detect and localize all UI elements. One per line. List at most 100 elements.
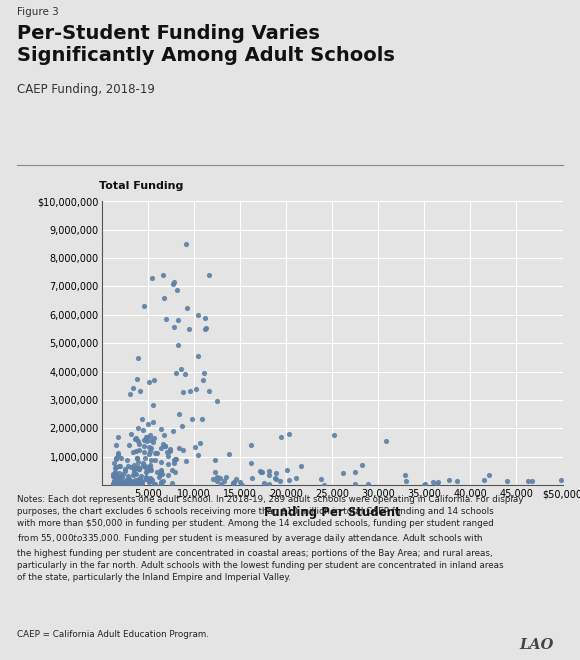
Point (139, 434, 148, 445)
Point (284, 429, 293, 440)
Point (171, 454, 180, 465)
Point (139, 458, 148, 469)
Point (137, 478, 147, 488)
Point (111, 469, 121, 479)
Point (185, 385, 194, 396)
Point (132, 452, 142, 463)
Point (114, 474, 123, 484)
Point (142, 436, 151, 447)
Point (133, 477, 142, 487)
Point (246, 440, 256, 450)
Point (163, 459, 172, 469)
Point (134, 464, 143, 475)
Point (200, 368, 209, 379)
Point (364, 478, 373, 489)
Point (182, 456, 191, 467)
Point (111, 472, 121, 482)
Point (167, 477, 176, 488)
Point (133, 457, 143, 467)
Point (444, 475, 454, 485)
Point (480, 475, 489, 485)
Point (126, 429, 136, 440)
Point (433, 479, 442, 490)
Point (108, 471, 118, 482)
Point (148, 399, 158, 410)
Point (111, 472, 120, 482)
Point (148, 437, 158, 447)
Text: CAEP = California Adult Education Program.: CAEP = California Adult Education Progra… (17, 630, 209, 640)
Point (134, 476, 143, 486)
Point (112, 472, 121, 482)
Point (190, 442, 200, 452)
Point (182, 239, 191, 249)
Point (167, 465, 176, 475)
Point (116, 453, 125, 463)
Point (170, 458, 179, 469)
Point (434, 477, 443, 487)
Point (139, 424, 148, 435)
Point (160, 292, 169, 303)
Point (111, 453, 121, 463)
Point (144, 477, 153, 487)
Point (117, 477, 126, 488)
Point (216, 473, 225, 484)
Point (128, 470, 137, 480)
Point (173, 284, 182, 295)
Point (146, 464, 155, 475)
Point (133, 422, 143, 433)
Point (381, 436, 390, 446)
Point (120, 466, 129, 477)
Point (128, 383, 137, 394)
Point (132, 469, 141, 479)
Point (109, 477, 118, 488)
Point (118, 469, 128, 479)
Point (192, 384, 201, 395)
Point (144, 449, 154, 459)
Point (110, 457, 119, 468)
Point (128, 479, 137, 490)
Point (201, 312, 210, 323)
Point (145, 446, 154, 456)
Point (420, 478, 430, 489)
Point (109, 471, 118, 482)
Point (125, 389, 135, 399)
Point (159, 270, 168, 280)
Point (114, 478, 124, 488)
Point (182, 302, 191, 313)
Point (291, 473, 300, 484)
Point (123, 471, 132, 481)
Point (113, 477, 122, 487)
Point (350, 479, 360, 490)
Point (131, 446, 140, 456)
Point (165, 444, 175, 454)
Point (121, 477, 130, 487)
Point (200, 324, 209, 335)
Point (142, 473, 151, 484)
Point (211, 455, 220, 465)
Point (132, 432, 141, 443)
Point (217, 479, 226, 490)
Point (111, 440, 121, 450)
Point (110, 474, 119, 484)
Point (114, 468, 124, 478)
Point (134, 474, 143, 484)
Point (219, 476, 229, 486)
Point (229, 478, 238, 488)
Point (128, 478, 137, 489)
Point (152, 467, 161, 477)
Point (161, 314, 171, 325)
Point (158, 439, 168, 449)
Point (120, 477, 129, 488)
Point (161, 441, 170, 451)
Point (111, 477, 121, 487)
Point (139, 301, 148, 312)
Point (133, 353, 143, 364)
Point (235, 477, 245, 487)
Point (285, 475, 294, 485)
Point (124, 476, 133, 486)
Point (127, 478, 136, 489)
Point (123, 479, 132, 490)
Point (264, 465, 273, 476)
Point (149, 479, 158, 490)
Point (401, 476, 411, 486)
